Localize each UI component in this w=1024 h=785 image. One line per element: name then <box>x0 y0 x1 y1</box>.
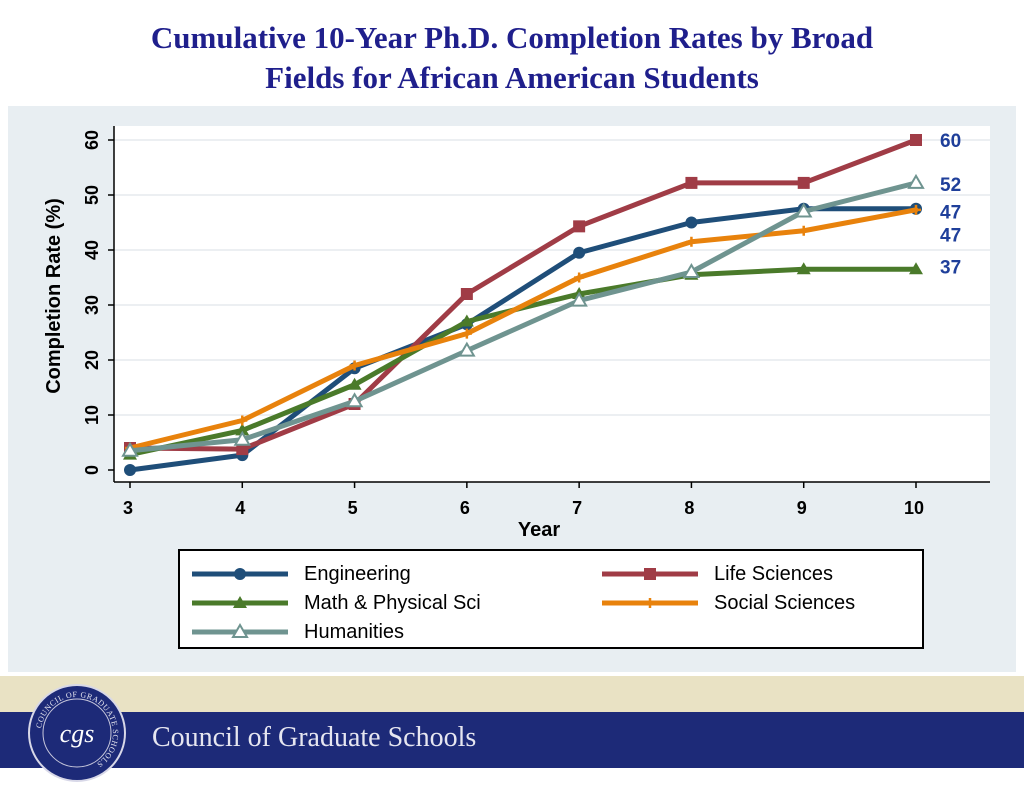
legend-label: Social Sciences <box>714 591 856 614</box>
legend-label: Humanities <box>304 620 405 643</box>
organization-name: Council of Graduate Schools <box>152 722 477 753</box>
legend-marker-life-sciences <box>644 568 656 580</box>
chart-legend: Engineering Life Sciences Math & Physica… <box>178 549 924 649</box>
x-tick-label-4: 4 <box>235 498 245 518</box>
legend-marker-social-sciences <box>645 598 655 608</box>
legend-swatch-life-sciences <box>602 568 698 580</box>
legend-item-engineering: Engineering <box>190 561 411 587</box>
point-social-sciences-9 <box>798 225 809 236</box>
point-social-sciences-6 <box>461 328 472 339</box>
end-value-label: 52 <box>940 175 961 196</box>
seal-emblem: COUNCIL OF GRADUATE SCHOOLS cgs <box>34 690 119 769</box>
end-value-label: 37 <box>940 258 961 279</box>
chart-title: Cumulative 10-Year Ph.D. Completion Rate… <box>0 18 1024 98</box>
title-line-2: Fields for African American Students <box>265 60 759 95</box>
title-line-1: Cumulative 10-Year Ph.D. Completion Rate… <box>150 20 874 55</box>
legend-item-social-sciences: Social Sciences <box>600 590 855 616</box>
y-tick-label-40: 40 <box>82 240 102 260</box>
point-humanities-8 <box>682 263 701 278</box>
legend-item-life-sciences: Life Sciences <box>600 561 833 587</box>
y-tick-label-0: 0 <box>82 465 102 475</box>
legend-marker-humanities <box>231 623 249 638</box>
point-life-sciences-9 <box>797 176 810 189</box>
legend-item-math-physical-sci: Math & Physical Sci <box>190 590 481 616</box>
legend-swatch-math-physical-sci <box>192 596 288 608</box>
cgs-seal-logo: COUNCIL OF GRADUATE SCHOOLS cgs <box>28 684 126 782</box>
x-tick-label-9: 9 <box>797 498 807 518</box>
point-humanities-10 <box>907 173 925 189</box>
legend-swatch-humanities <box>192 623 288 638</box>
series-humanities <box>121 173 925 457</box>
x-tick-label-10: 10 <box>904 498 924 518</box>
x-tick-label-8: 8 <box>684 498 694 518</box>
legend-label: Math & Physical Sci <box>304 591 481 614</box>
series-line-social-sciences <box>127 207 919 451</box>
legend-label: Engineering <box>304 562 411 585</box>
x-tick-label-3: 3 <box>123 498 133 518</box>
y-tick-label-30: 30 <box>82 295 102 315</box>
point-engineering-3 <box>124 464 136 476</box>
legend-item-humanities: Humanities <box>190 619 404 645</box>
x-tick-label-5: 5 <box>348 498 358 518</box>
point-humanities-5 <box>345 392 364 408</box>
footer-bar <box>0 712 1024 768</box>
point-math-and-physical-sci-10 <box>909 262 923 275</box>
y-tick-label-20: 20 <box>82 350 102 370</box>
seal-monogram: cgs <box>60 719 95 748</box>
point-math-and-physical-sci-6 <box>459 314 474 327</box>
point-social-sciences-10 <box>911 204 921 215</box>
series-line-humanities <box>127 180 919 454</box>
point-social-sciences-8 <box>686 236 697 247</box>
point-humanities-4 <box>233 430 252 446</box>
point-life-sciences-8 <box>685 176 698 189</box>
footer-band <box>0 676 1024 718</box>
point-math-and-physical-sci-9 <box>796 262 811 275</box>
chart-panel: 0 10 20 30 40 50 60 3 4 5 6 7 8 9 10 60 52 47 47 37 Year C… <box>8 106 1016 672</box>
legend-swatch-engineering <box>192 568 288 580</box>
x-tick-label-7: 7 <box>572 498 582 518</box>
end-value-label: 60 <box>940 131 961 152</box>
end-value-label: 47 <box>940 226 961 247</box>
point-life-sciences-4 <box>236 443 249 456</box>
x-tick-label-6: 6 <box>460 498 470 518</box>
point-social-sciences-4 <box>237 415 248 426</box>
x-axis-label: Year <box>518 519 560 541</box>
point-humanities-7 <box>570 291 588 307</box>
point-humanities-9 <box>794 202 813 218</box>
point-social-sciences-5 <box>349 360 360 371</box>
y-tick-label-10: 10 <box>82 405 102 425</box>
point-engineering-8 <box>685 216 698 229</box>
legend-swatch-social-sciences <box>602 598 698 608</box>
end-value-label: 47 <box>940 203 961 224</box>
point-math-and-physical-sci-4 <box>235 423 250 436</box>
point-humanities-3 <box>121 441 139 457</box>
legend-marker-math-and-physical-sci <box>233 596 247 608</box>
point-social-sciences-7 <box>574 272 585 283</box>
point-life-sciences-7 <box>573 220 586 233</box>
point-engineering-7 <box>573 246 586 259</box>
legend-label: Life Sciences <box>714 562 833 585</box>
series-line-life-sciences <box>127 137 919 452</box>
point-math-and-physical-sci-5 <box>347 377 362 390</box>
y-axis-label: Completion Rate (%) <box>43 198 65 394</box>
y-tick-label-50: 50 <box>82 185 102 205</box>
point-life-sciences-6 <box>460 288 473 300</box>
point-humanities-6 <box>458 341 476 357</box>
legend-marker-engineering <box>234 568 246 580</box>
y-tick-label-60: 60 <box>82 130 102 150</box>
point-life-sciences-10 <box>910 134 922 146</box>
